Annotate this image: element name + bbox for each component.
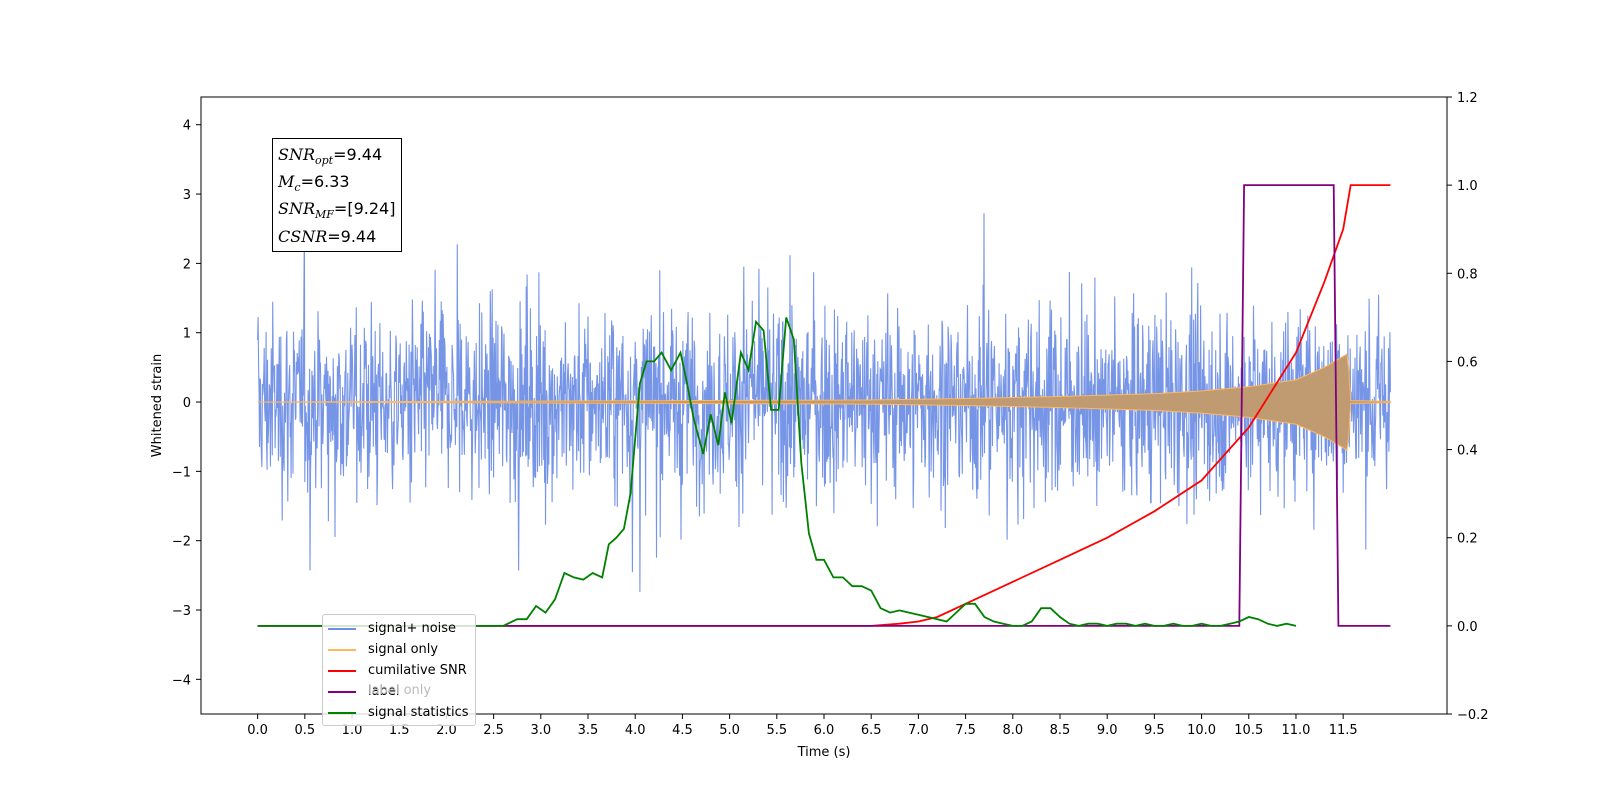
y-left-tick-label: 0 — [183, 396, 191, 411]
x-tick-label: 10.5 — [1234, 723, 1263, 738]
y-left-tick-label: −1 — [172, 465, 191, 480]
x-tick-label: 6.5 — [861, 723, 882, 738]
legend-label: label — [368, 684, 400, 699]
y-right-tick-label: 0.6 — [1457, 355, 1478, 370]
legend-label: signal only — [368, 642, 439, 657]
legend-item-signal-noise: signal+ noise — [328, 618, 469, 639]
y-right-tick-label: 0.4 — [1457, 444, 1478, 459]
x-tick-label: 8.0 — [1002, 723, 1023, 738]
x-tick-label: 10.0 — [1187, 723, 1216, 738]
mc-row: Mc=6.33 — [278, 172, 350, 195]
y-axis-right-ticks: 1.2 1.0 0.8 0.6 0.4 0.2 0.0 −0.2 — [1447, 91, 1489, 723]
chart-legend: signal+ noise signal only cumilative SNR… — [322, 614, 476, 726]
y-left-tick-label: 3 — [183, 188, 191, 203]
x-tick-label: 4.0 — [625, 723, 646, 738]
y-right-tick-label: 0.2 — [1457, 532, 1478, 547]
snr-mf-value: =[9.24] — [333, 199, 396, 219]
y-right-tick-label: 0.0 — [1457, 620, 1478, 635]
snr-opt-row: SNRopt=9.44 — [278, 145, 383, 168]
x-tick-label: 3.5 — [578, 723, 599, 738]
y-axis-label: Whitened strain — [150, 354, 165, 457]
y-right-tick-label: 1.0 — [1457, 179, 1478, 194]
series-overlays — [257, 184, 1391, 627]
y-right-tick-label: 0.8 — [1457, 267, 1478, 282]
y-left-tick-label: 1 — [183, 327, 191, 342]
x-tick-label: 0.5 — [294, 723, 315, 738]
x-tick-label: 7.0 — [908, 723, 929, 738]
x-tick-label: 5.5 — [766, 723, 787, 738]
legend-item-label: label label only — [328, 681, 469, 702]
x-tick-label: 2.0 — [436, 723, 457, 738]
x-tick-label: 3.0 — [530, 723, 551, 738]
csnr-row: CSNR=9.44 — [278, 226, 377, 246]
x-tick-label: 0.0 — [247, 723, 268, 738]
x-tick-label: 7.5 — [955, 723, 976, 738]
legend-item-cumulative-snr: cumilative SNR — [328, 660, 469, 681]
y-axis-left-ticks: 4 3 2 1 0 −1 −2 −3 −4 — [172, 119, 201, 688]
csnr-value: =9.44 — [327, 226, 377, 246]
y-right-tick-label: 1.2 — [1457, 91, 1478, 106]
legend-item-signal-only: signal only — [328, 639, 469, 660]
y-left-tick-label: 4 — [183, 119, 191, 134]
legend-swatch — [328, 669, 356, 672]
snr-annotation-box: SNRopt=9.44 Mc=6.33 SNRMF=[9.24] CSNR=9.… — [272, 138, 403, 252]
legend-swatch — [328, 648, 356, 651]
x-tick-label: 1.0 — [342, 723, 363, 738]
y-left-tick-label: −4 — [172, 673, 191, 688]
x-tick-label: 8.5 — [1050, 723, 1071, 738]
legend-label: cumilative SNR — [368, 663, 467, 678]
legend-swatch — [328, 711, 356, 714]
legend-label: signal+ noise — [368, 621, 457, 636]
noise-trace — [257, 213, 1391, 593]
legend-label: signal statistics — [368, 705, 469, 720]
series-signal-noise — [257, 213, 1391, 593]
x-tick-label: 11.5 — [1329, 723, 1358, 738]
legend-swatch — [328, 627, 356, 630]
x-tick-label: 6.0 — [814, 723, 835, 738]
x-tick-label: 1.5 — [389, 723, 410, 738]
legend-ghost-text: label only — [368, 683, 432, 698]
y-left-tick-label: 2 — [183, 257, 191, 272]
y-right-tick-label: −0.2 — [1457, 708, 1489, 723]
snr-mf-row: SNRMF=[9.24] — [278, 199, 396, 222]
x-tick-label: 5.0 — [719, 723, 740, 738]
x-tick-label: 9.0 — [1097, 723, 1118, 738]
series-signal-only — [257, 353, 1391, 451]
x-axis-ticks: 0.0 0.5 1.0 1.5 2.0 2.5 3.0 3.5 4.0 4.5 5.0 5.5 6.0 6… — [247, 714, 1358, 738]
series-line-signal-statistics — [257, 317, 1297, 627]
legend-swatch — [328, 690, 356, 693]
snr-opt-value: =9.44 — [333, 145, 383, 164]
signal-only-trace — [257, 353, 1391, 451]
mc-value: =6.33 — [300, 172, 350, 192]
x-tick-label: 2.5 — [483, 723, 504, 738]
x-tick-label: 11.0 — [1281, 723, 1310, 738]
y-left-tick-label: −3 — [172, 604, 191, 619]
series-line-cumilative-snr — [257, 184, 1391, 627]
x-tick-label: 4.5 — [672, 723, 693, 738]
legend-item-signal-statistics: signal statistics — [328, 702, 469, 723]
x-axis-label: Time (s) — [797, 745, 851, 760]
x-tick-label: 9.5 — [1144, 723, 1165, 738]
y-left-tick-label: −2 — [172, 535, 191, 550]
